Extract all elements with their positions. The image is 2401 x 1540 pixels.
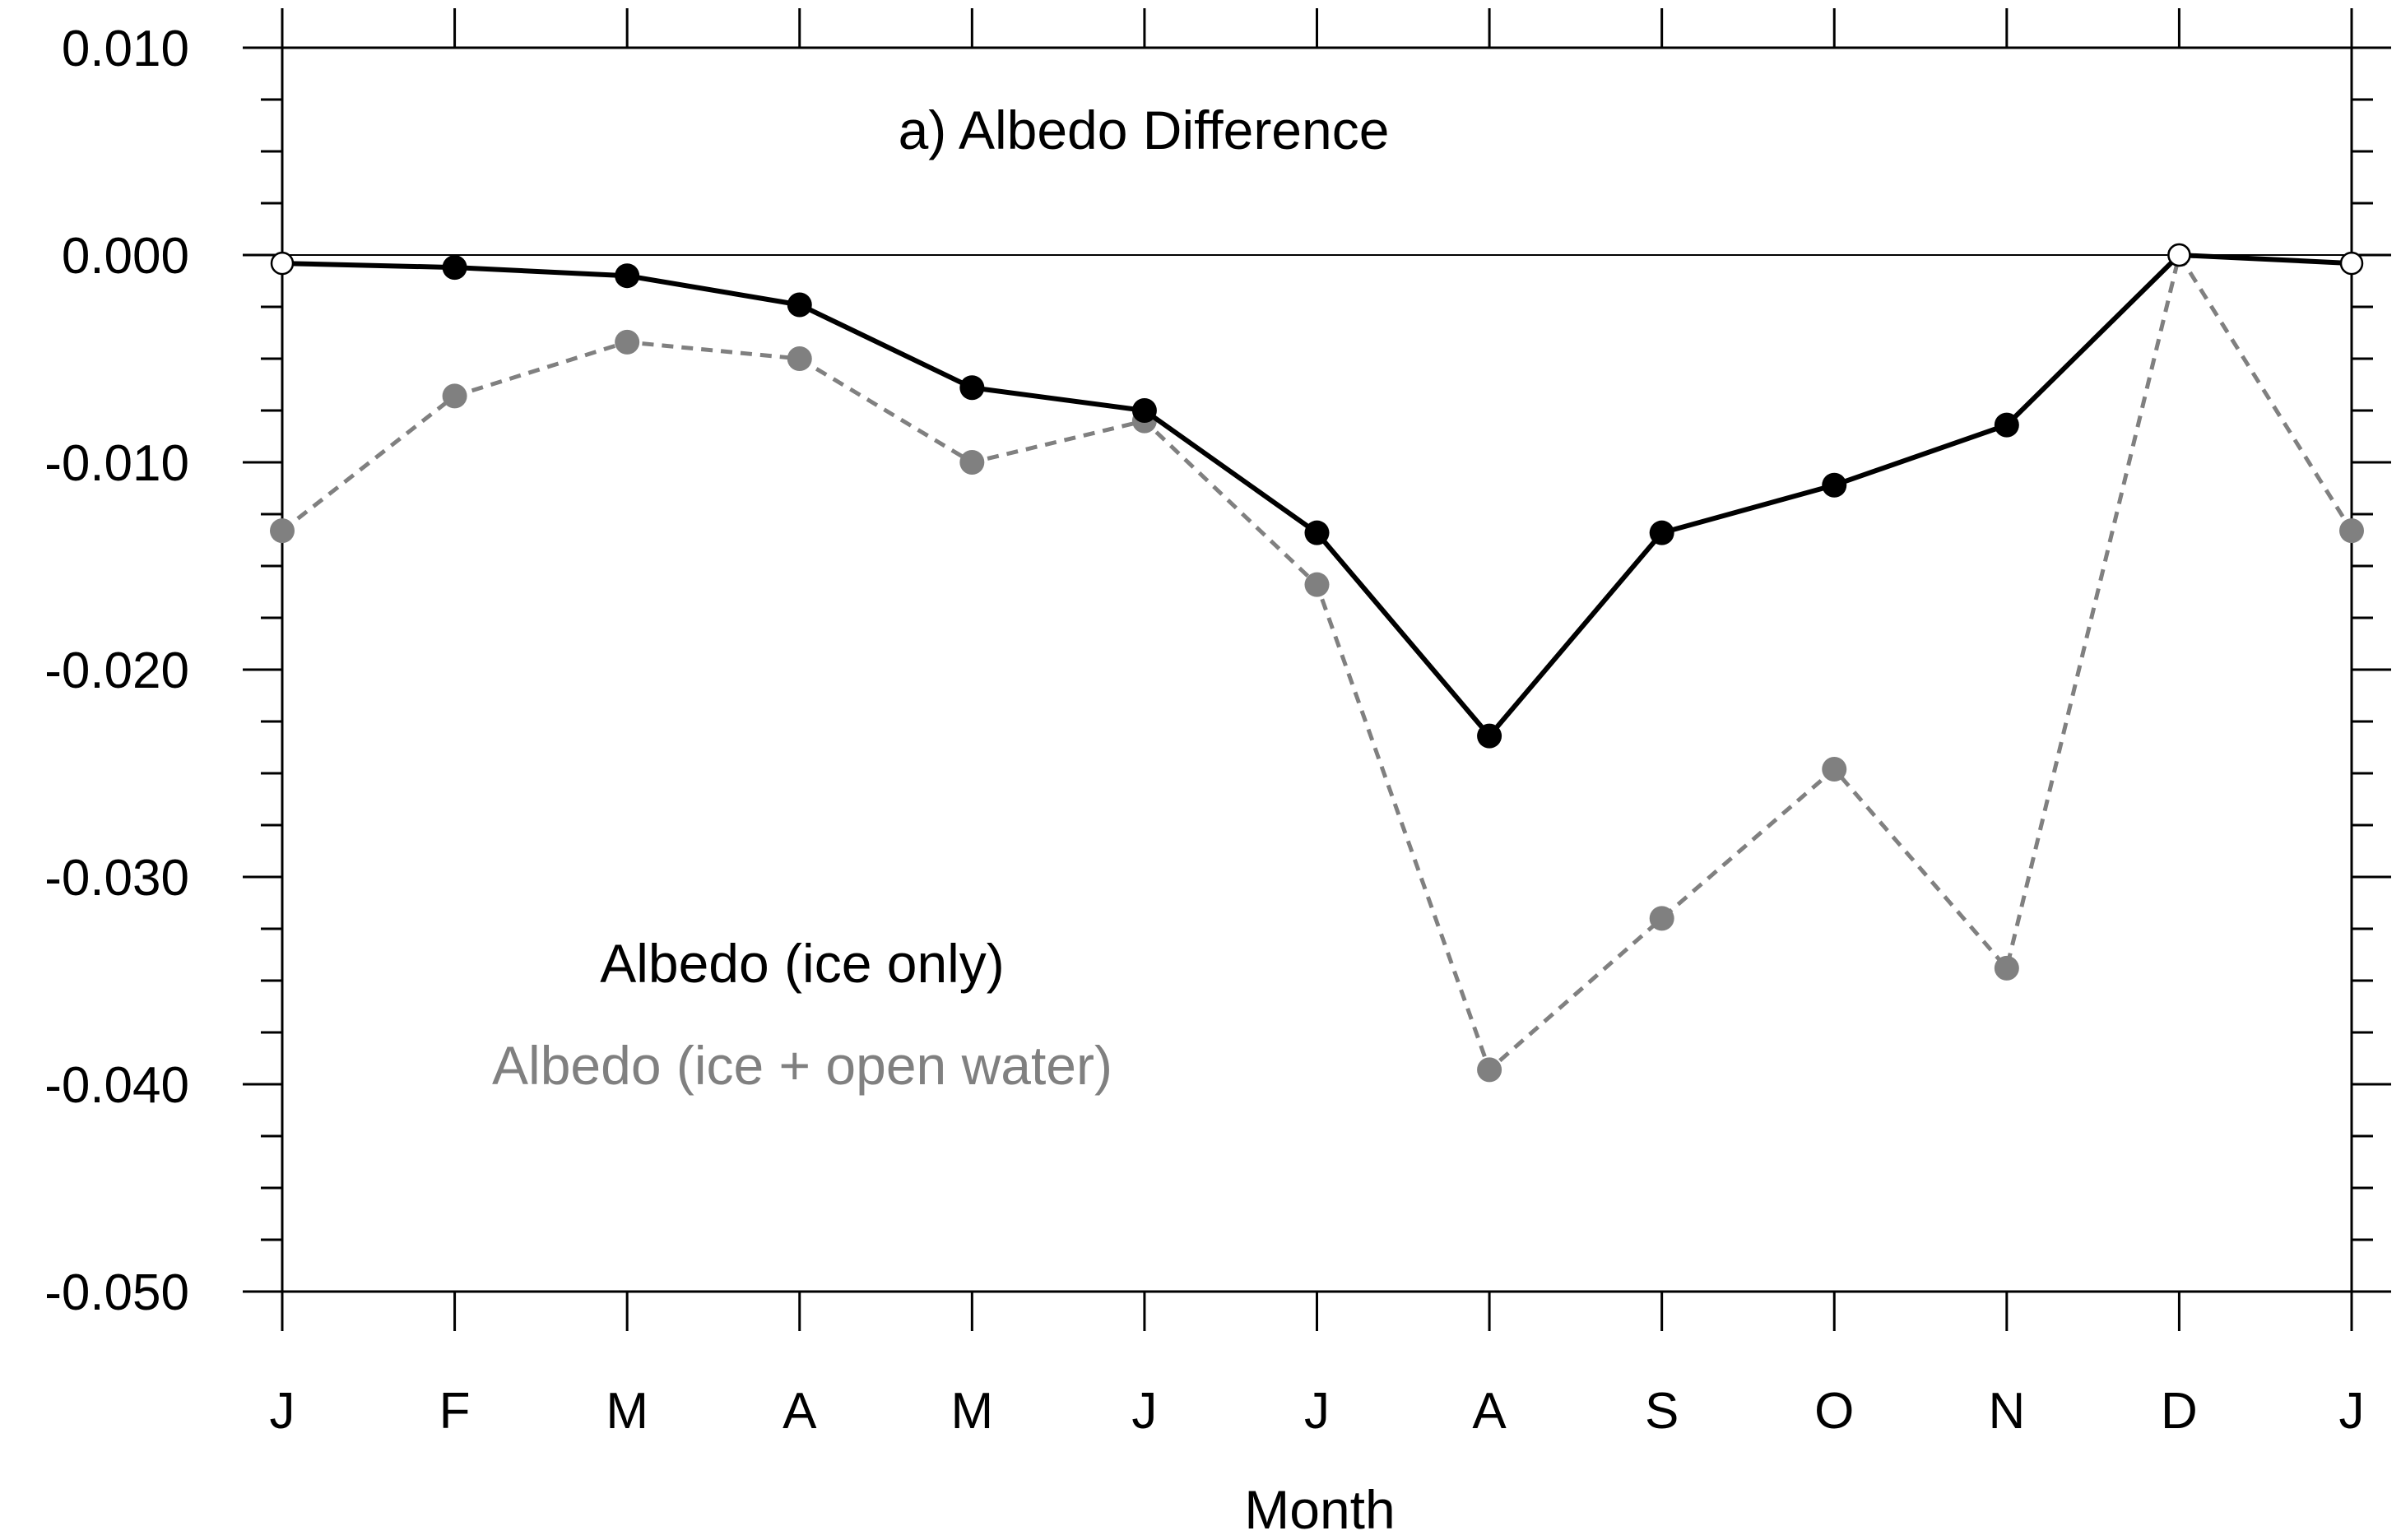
data-point [442,255,467,281]
y-tick-label: -0.010 [44,435,189,492]
data-point-open [2339,251,2364,276]
y-tick-label: 0.010 [62,21,189,77]
x-tick-label: N [1988,1383,2025,1440]
y-tick-label: -0.020 [44,642,189,699]
x-tick-label: J [1131,1383,1157,1440]
y-tick-label: -0.030 [44,850,189,907]
data-point-open [2167,243,2191,267]
data-point [1649,906,1674,931]
y-tick-label: 0.000 [62,228,189,285]
data-point [1304,520,1330,545]
x-tick-label: D [2161,1383,2198,1440]
x-tick-label: A [783,1383,817,1440]
x-tick-label: F [439,1383,471,1440]
x-tick-label: O [1814,1383,1854,1440]
y-tick-label: -0.040 [44,1057,189,1114]
x-tick-label: M [951,1383,994,1440]
x-tick-label: S [1645,1383,1679,1440]
data-point [1994,412,2019,438]
chart-title: a) Albedo Difference [899,100,1390,160]
data-point [1994,955,2019,981]
data-point [959,450,985,475]
x-tick-label: M [606,1383,648,1440]
data-point [442,383,467,409]
data-point [959,375,985,401]
data-point [1477,723,1502,749]
y-tick-label: -0.050 [44,1264,189,1321]
x-tick-label: J [2339,1383,2365,1440]
x-tick-label: A [1472,1383,1507,1440]
legend-entry-ice-open-water: Albedo (ice + open water) [492,1035,1112,1096]
data-point [1822,472,1847,498]
legend: Albedo (ice only) Albedo (ice + open wat… [492,933,1112,1096]
data-point [787,292,812,318]
data-point [1304,572,1330,597]
data-point [615,329,640,355]
data-point [2339,518,2364,544]
data-point [615,263,640,289]
series-0 [270,243,2364,749]
data-point [270,518,295,544]
data-point-open [270,251,295,276]
data-point [1649,520,1674,545]
data-point [787,346,812,371]
x-tick-label: J [270,1383,295,1440]
data-point [1131,398,1157,423]
x-tick-label: J [1304,1383,1330,1440]
x-axis-title: Month [1244,1479,1395,1540]
data-point [1477,1057,1502,1083]
series [270,243,2364,1083]
legend-entry-ice-only: Albedo (ice only) [600,933,1005,994]
y-tick-labels: 0.010 0.000 -0.010 -0.020 -0.030 -0.040 -0.050 [44,21,189,1321]
data-point [1822,756,1847,782]
